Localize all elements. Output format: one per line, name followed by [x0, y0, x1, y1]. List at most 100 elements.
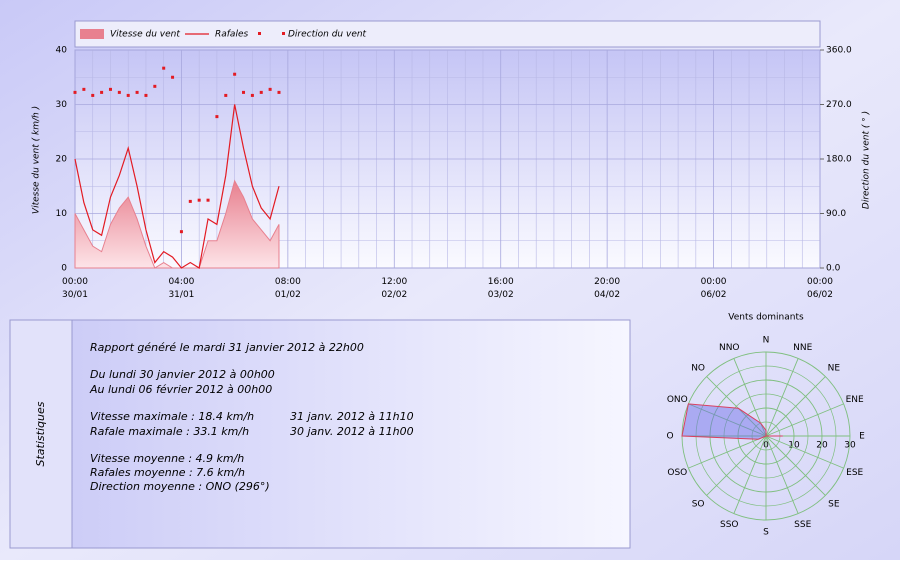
stats-avg: Vitesse moyenne : 4.9 km/h — [90, 452, 244, 465]
radar-category: N — [763, 336, 770, 346]
stats-report: Rapport généré le mardi 31 janvier 2012 … — [90, 341, 364, 354]
x-tick-label-line: 04:00 — [168, 277, 194, 287]
x-tick-label-line: 31/01 — [168, 290, 194, 300]
radar-spoke — [688, 403, 767, 437]
legend-label: Direction du vent — [288, 30, 367, 40]
legend-swatch — [282, 32, 285, 35]
radar-category: SO — [692, 499, 705, 509]
x-tick-label: 08:00 01/02 — [275, 277, 301, 300]
x-tick-label-line: 06/02 — [807, 290, 833, 300]
point — [268, 87, 272, 91]
radar-spoke — [733, 435, 767, 514]
radar-tick-label: 30 — [844, 441, 856, 451]
point — [100, 90, 104, 94]
point — [73, 90, 77, 94]
point — [117, 90, 121, 94]
x-tick-label: 00:00 30/01 — [62, 277, 88, 300]
point — [215, 115, 219, 119]
y-tick-label: 40 — [56, 46, 68, 56]
point — [153, 84, 157, 88]
point — [250, 93, 254, 97]
x-tick-label-line: 08:00 — [275, 277, 301, 287]
x-tick-label-line: 06/02 — [701, 290, 727, 300]
y2-tick-label: 0.0 — [826, 264, 841, 274]
radar-spoke — [706, 435, 767, 496]
x-tick-label: 12:00 02/02 — [381, 277, 407, 300]
radar-category: OSO — [667, 468, 687, 478]
point — [162, 66, 166, 70]
point — [277, 90, 281, 94]
stats-title: Statistiques — [34, 401, 47, 466]
stats-avg: Rafales moyenne : 7.6 km/h — [90, 466, 245, 479]
y2-tick-label: 270.0 — [826, 100, 852, 110]
x-tick-label-line: 20:00 — [594, 277, 620, 287]
radar-category: NNO — [719, 343, 740, 353]
radar-category: NE — [828, 364, 841, 374]
point — [135, 90, 139, 94]
point — [179, 230, 183, 234]
x-tick-label-line: 00:00 — [701, 277, 727, 287]
radar-title: Vents dominants — [728, 313, 804, 323]
x-tick-label: 20:00 04/02 — [594, 277, 620, 300]
radar-category: SSO — [720, 520, 739, 530]
x-tick-label: 00:00 06/02 — [701, 277, 727, 300]
radar-category: ONO — [667, 395, 688, 405]
y2-tick-label: 90.0 — [826, 209, 846, 219]
point — [91, 93, 95, 97]
point — [259, 90, 263, 94]
y2-axis-title: Direction du vent ( ° ) — [862, 111, 872, 209]
radar-category: ENE — [846, 395, 864, 405]
y2-tick-label: 180.0 — [826, 155, 852, 165]
y-tick-label: 10 — [56, 209, 68, 219]
point — [224, 93, 228, 97]
radar-category: ESE — [846, 468, 863, 478]
radar-spoke — [765, 435, 799, 514]
x-tick-label: 00:00 06/02 — [807, 277, 833, 300]
point — [197, 198, 201, 202]
point — [171, 75, 175, 79]
x-tick-label-line: 03/02 — [488, 290, 514, 300]
stats-max: Rafale maximale : 33.1 km/h — [90, 425, 249, 438]
point — [242, 90, 246, 94]
radar-spoke — [765, 358, 799, 437]
stats-max-date: 30 janv. 2012 à 11h00 — [290, 425, 414, 438]
point — [144, 93, 148, 97]
y2-tick-label: 360.0 — [826, 46, 852, 56]
legend-swatch — [80, 29, 104, 39]
x-tick-label-line: 00:00 — [807, 277, 833, 287]
point — [206, 198, 210, 202]
radar-spoke — [765, 435, 826, 496]
x-tick-label-line: 30/01 — [62, 290, 88, 300]
radar-category: SE — [828, 499, 840, 509]
radar-spoke — [765, 403, 844, 437]
radar-category: S — [763, 528, 769, 538]
legend-label: Rafales — [215, 30, 248, 40]
y-tick-label: 0 — [61, 264, 67, 274]
x-tick-label-line: 12:00 — [381, 277, 407, 287]
x-tick-label: 16:00 03/02 — [488, 277, 514, 300]
y-tick-label: 20 — [56, 155, 68, 165]
x-tick-label-line: 01/02 — [275, 290, 301, 300]
radar-spoke — [765, 435, 844, 469]
point — [126, 93, 130, 97]
stats-period: Du lundi 30 janvier 2012 à 00h00 — [90, 368, 275, 381]
x-tick-label-line: 02/02 — [381, 290, 407, 300]
stats-period: Au lundi 06 février 2012 à 00h00 — [89, 383, 272, 396]
x-tick-label-line: 04/02 — [594, 290, 620, 300]
point — [188, 199, 192, 203]
radar-category: E — [859, 432, 865, 442]
stats-side — [9, 319, 73, 549]
radar-tick-label: 20 — [816, 441, 828, 451]
radar-spoke — [706, 376, 767, 437]
radar-tick-label: 10 — [788, 441, 800, 451]
stats-panel — [9, 319, 631, 549]
radar-spoke — [688, 435, 767, 469]
stats-max-date: 31 janv. 2012 à 11h10 — [290, 410, 414, 423]
stats-max: Vitesse maximale : 18.4 km/h — [90, 410, 254, 423]
radar-category: NNE — [793, 343, 812, 353]
x-tick-label-line: 16:00 — [488, 277, 514, 287]
radar-category: SSE — [794, 520, 811, 530]
point — [233, 72, 237, 76]
